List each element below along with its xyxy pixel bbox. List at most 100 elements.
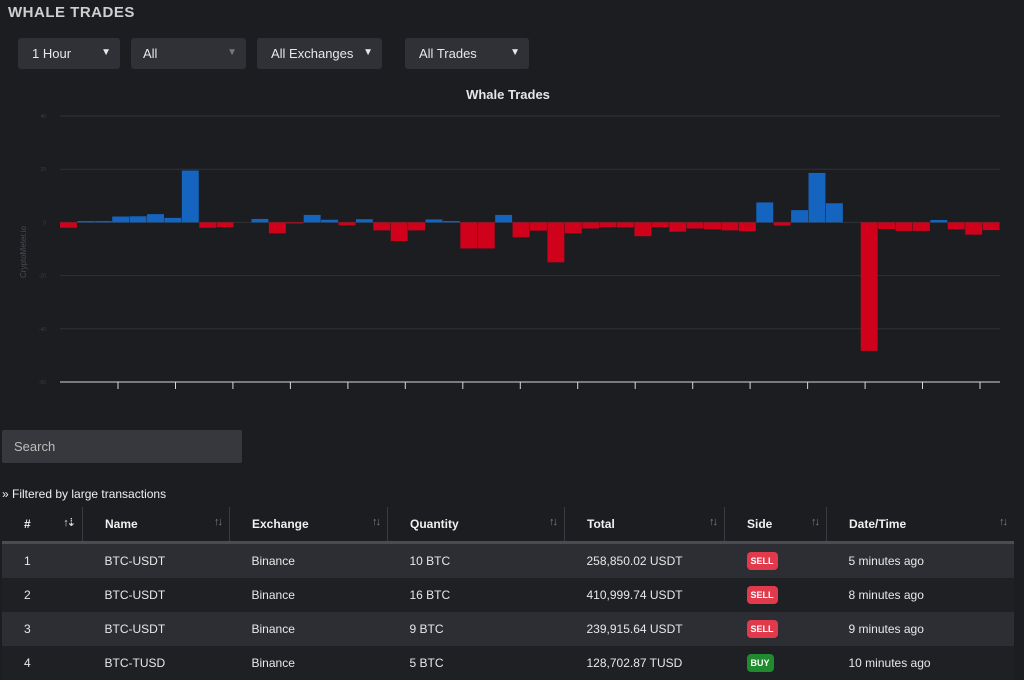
sell-bar[interactable] bbox=[60, 222, 77, 228]
chart-bars bbox=[60, 170, 1000, 351]
column-header-name[interactable]: Name ↑↓ bbox=[82, 507, 230, 544]
buy-bar[interactable] bbox=[77, 221, 95, 223]
trade-type-select-value: All Trades bbox=[419, 46, 477, 61]
sell-bar[interactable] bbox=[721, 222, 739, 231]
column-header-total[interactable]: Total ↑↓ bbox=[564, 507, 725, 544]
y-tick-label: 20 bbox=[40, 167, 46, 173]
sell-bar[interactable] bbox=[738, 222, 756, 232]
trades-table: # ↑⇣ Name ↑↓ Exchange ↑↓ Quantity ↑↓ Tot… bbox=[2, 507, 1014, 680]
chart-svg: Whale Trades CryptoMeter.io 40 20 0 -20 -40 -… bbox=[19, 87, 1000, 389]
sell-bar[interactable] bbox=[268, 222, 286, 234]
buy-bar[interactable] bbox=[112, 216, 130, 223]
sell-bar[interactable] bbox=[669, 222, 687, 232]
sell-bar[interactable] bbox=[704, 222, 721, 230]
sell-bar[interactable] bbox=[338, 222, 356, 226]
buy-bar[interactable] bbox=[808, 172, 826, 223]
column-header-quantity[interactable]: Quantity ↑↓ bbox=[387, 507, 565, 544]
cell-quantity: 16 BTC bbox=[387, 578, 565, 612]
buy-bar[interactable] bbox=[129, 216, 147, 223]
side-badge: SELL bbox=[746, 552, 778, 570]
sort-icon[interactable]: ↑↓ bbox=[549, 516, 558, 528]
column-header-exchange[interactable]: Exchange ↑↓ bbox=[229, 507, 388, 544]
chevron-down-icon: ▼ bbox=[363, 47, 373, 58]
sell-bar[interactable] bbox=[286, 222, 304, 224]
exchange-select[interactable]: All Exchanges ▼ bbox=[257, 38, 382, 69]
exchange-select-value: All Exchanges bbox=[271, 46, 354, 61]
sell-bar[interactable] bbox=[216, 222, 234, 228]
column-header-number[interactable]: # ↑⇣ bbox=[2, 507, 83, 544]
whale-trades-chart: Whale Trades CryptoMeter.io 40 20 0 -20 -40 -… bbox=[0, 80, 1024, 400]
sell-bar[interactable] bbox=[547, 222, 565, 263]
filter-bar: 1 Hour ▼ All ▼ All Exchanges ▼ All Trade… bbox=[0, 38, 1024, 70]
sell-bar[interactable] bbox=[947, 222, 965, 230]
sell-bar[interactable] bbox=[686, 222, 704, 229]
sell-bar[interactable] bbox=[773, 222, 791, 226]
buy-bar[interactable] bbox=[355, 219, 373, 223]
sort-icon[interactable]: ↑↓ bbox=[999, 516, 1008, 528]
pair-select-value: All bbox=[143, 46, 158, 61]
sell-bar[interactable] bbox=[530, 222, 547, 231]
sort-icon[interactable]: ↑↓ bbox=[709, 516, 718, 528]
chart-watermark: CryptoMeter.io bbox=[19, 225, 28, 278]
sell-bar[interactable] bbox=[477, 222, 495, 249]
sell-bar[interactable] bbox=[895, 222, 913, 231]
sell-bar[interactable] bbox=[878, 222, 896, 230]
sell-bar[interactable] bbox=[564, 222, 582, 234]
column-header-label: Quantity bbox=[410, 517, 459, 531]
sort-ascending-icon[interactable]: ↑⇣ bbox=[63, 517, 76, 529]
sell-bar[interactable] bbox=[651, 222, 669, 228]
buy-bar[interactable] bbox=[442, 221, 460, 223]
sell-bar[interactable] bbox=[199, 222, 217, 228]
trade-type-select[interactable]: All Trades ▼ bbox=[405, 38, 529, 69]
sell-bar[interactable] bbox=[512, 222, 530, 238]
buy-bar[interactable] bbox=[251, 218, 269, 223]
buy-bar[interactable] bbox=[303, 214, 321, 223]
buy-bar[interactable] bbox=[425, 219, 443, 223]
sell-bar[interactable] bbox=[634, 222, 652, 237]
buy-bar[interactable] bbox=[181, 170, 199, 223]
cell-total: 128,702.87 TUSD bbox=[564, 646, 725, 680]
table-row[interactable]: 1 BTC-USDT Binance 10 BTC 258,850.02 USD… bbox=[2, 542, 1014, 578]
table-header-row: # ↑⇣ Name ↑↓ Exchange ↑↓ Quantity ↑↓ Tot… bbox=[2, 507, 1014, 544]
sort-icon[interactable]: ↑↓ bbox=[811, 516, 820, 528]
sell-bar[interactable] bbox=[912, 222, 930, 231]
sell-bar[interactable] bbox=[373, 222, 391, 231]
buy-bar[interactable] bbox=[94, 221, 112, 223]
sort-icon[interactable]: ↑↓ bbox=[372, 516, 381, 528]
filter-note: » Filtered by large transactions bbox=[2, 487, 167, 501]
table-row[interactable]: 2 BTC-USDT Binance 16 BTC 410,999.74 USD… bbox=[2, 578, 1014, 612]
search-input[interactable] bbox=[2, 430, 242, 463]
cell-quantity: 9 BTC bbox=[387, 612, 565, 646]
column-header-datetime[interactable]: Date/Time ↑↓ bbox=[826, 507, 1014, 544]
buy-bar[interactable] bbox=[147, 214, 164, 223]
buy-bar[interactable] bbox=[930, 220, 948, 223]
table-row[interactable]: 4 BTC-TUSD Binance 5 BTC 128,702.87 TUSD… bbox=[2, 646, 1014, 680]
cell-number: 1 bbox=[2, 542, 83, 578]
sell-bar[interactable] bbox=[460, 222, 478, 249]
sell-bar[interactable] bbox=[982, 222, 1000, 231]
side-badge: SELL bbox=[746, 586, 778, 604]
sell-bar[interactable] bbox=[860, 222, 878, 351]
buy-bar[interactable] bbox=[756, 202, 774, 223]
buy-bar[interactable] bbox=[495, 214, 513, 223]
buy-bar[interactable] bbox=[321, 219, 339, 223]
sort-icon[interactable]: ↑↓ bbox=[214, 516, 223, 528]
sell-bar[interactable] bbox=[390, 222, 408, 242]
timeframe-select[interactable]: 1 Hour ▼ bbox=[18, 38, 120, 69]
buy-bar[interactable] bbox=[791, 210, 809, 223]
pair-select[interactable]: All ▼ bbox=[131, 38, 246, 69]
sell-bar[interactable] bbox=[965, 222, 983, 235]
buy-bar[interactable] bbox=[164, 217, 182, 223]
cell-datetime: 5 minutes ago bbox=[826, 542, 1014, 578]
sell-bar[interactable] bbox=[582, 222, 600, 229]
column-header-side[interactable]: Side ↑↓ bbox=[724, 507, 827, 544]
buy-bar[interactable] bbox=[825, 203, 843, 223]
sell-bar[interactable] bbox=[617, 222, 634, 228]
sell-bar[interactable] bbox=[599, 222, 617, 228]
sell-bar[interactable] bbox=[408, 222, 426, 231]
column-header-label: Side bbox=[747, 517, 773, 531]
side-badge: SELL bbox=[746, 620, 778, 638]
cell-side: SELL bbox=[724, 612, 827, 646]
table-row[interactable]: 3 BTC-USDT Binance 9 BTC 239,915.64 USDT… bbox=[2, 612, 1014, 646]
cell-datetime: 10 minutes ago bbox=[826, 646, 1014, 680]
